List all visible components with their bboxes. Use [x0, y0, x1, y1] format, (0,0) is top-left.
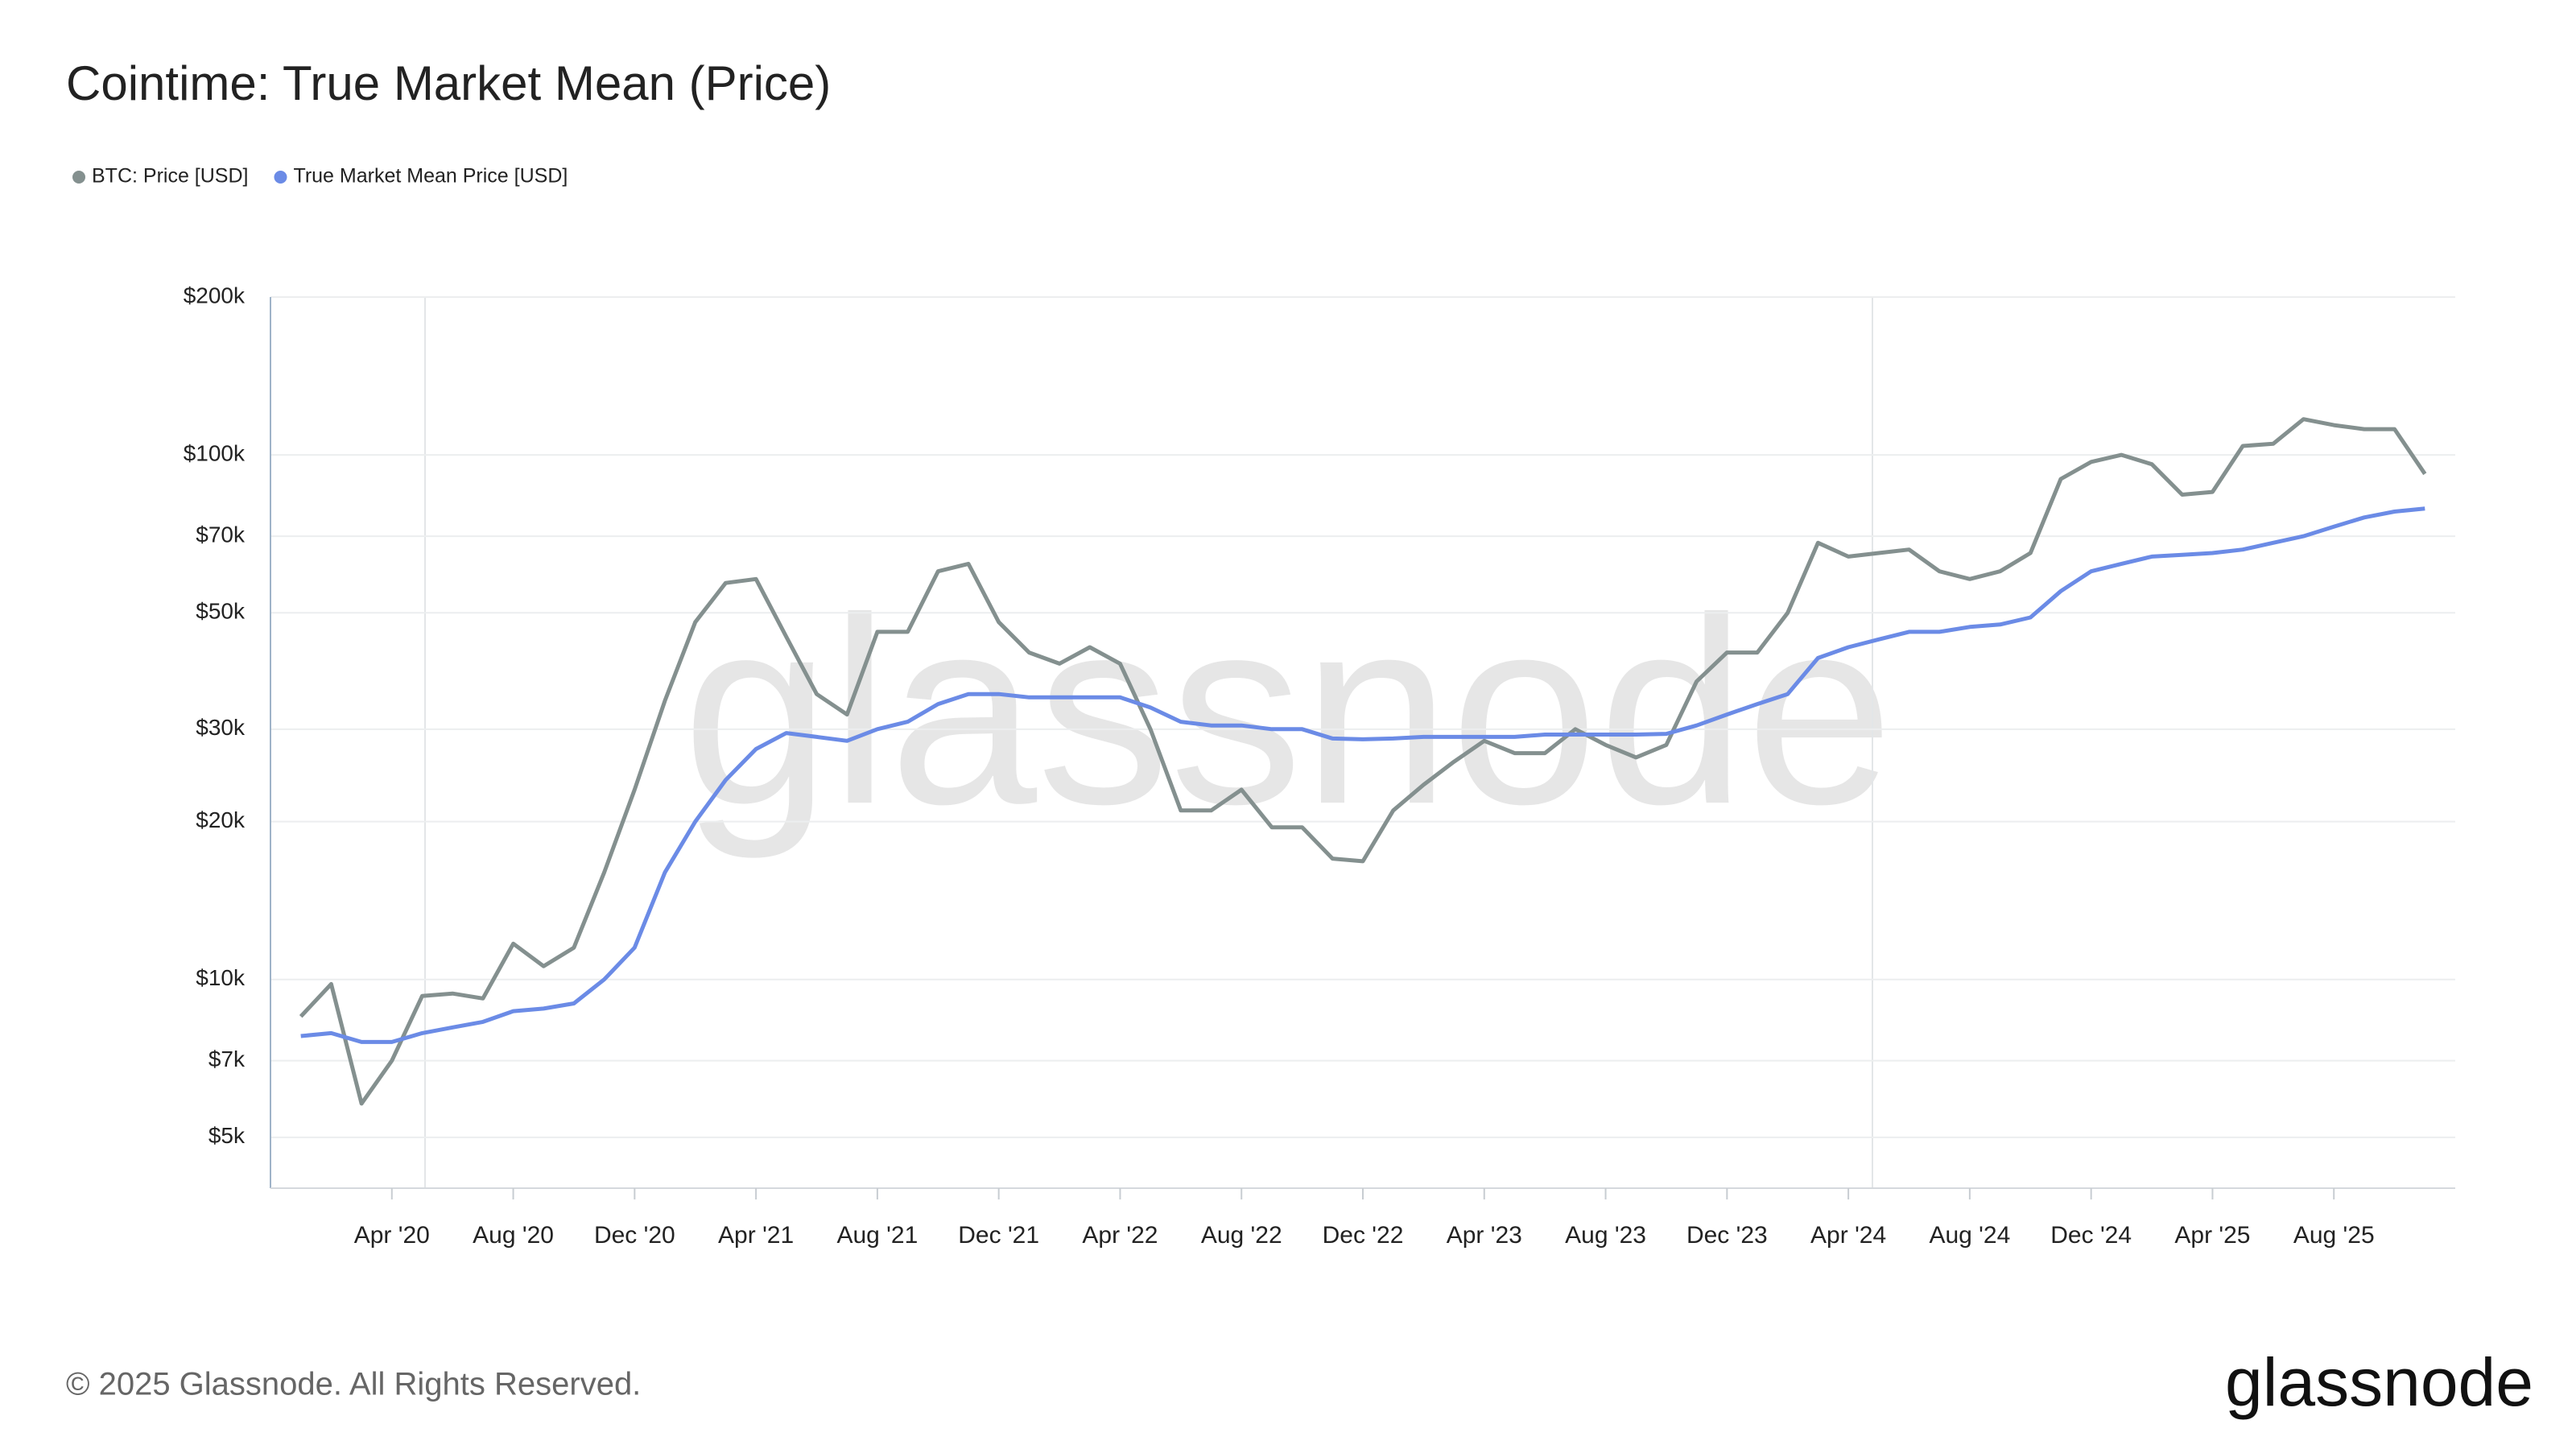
chart-title: Cointime: True Market Mean (Price): [66, 56, 831, 110]
x-tick-label: Dec '21: [958, 1222, 1039, 1249]
x-tick-label: Apr '25: [2174, 1222, 2250, 1249]
x-tick-label: Aug '25: [2293, 1222, 2375, 1249]
y-tick-label: $50k: [196, 599, 246, 624]
legend-marker: [274, 171, 287, 184]
watermark: glassnode: [683, 562, 1894, 861]
legend-label: BTC: Price [USD]: [92, 165, 248, 188]
plot-area: $5k $7k $10k $20k $30k $50k $70k $100k $200k Apr …: [184, 283, 2455, 1249]
x-tick-label: Dec '23: [1686, 1222, 1768, 1249]
legend-marker: [72, 171, 85, 184]
x-tick-label: Dec '20: [594, 1222, 675, 1249]
x-tick-label: Dec '22: [1323, 1222, 1404, 1249]
y-tick-label: $70k: [196, 522, 246, 547]
y-tick-label: $200k: [184, 283, 246, 308]
legend-label: True Market Mean Price [USD]: [293, 165, 568, 188]
x-tick-label: Apr '22: [1082, 1222, 1158, 1249]
series-line: [299, 417, 2427, 1106]
x-tick-label: Apr '24: [1810, 1222, 1886, 1249]
x-tick-label: Apr '21: [718, 1222, 794, 1249]
brand-logo: glassnode: [2225, 1344, 2533, 1420]
y-tick-label: $5k: [208, 1123, 246, 1148]
copyright: © 2025 Glassnode. All Rights Reserved.: [66, 1367, 641, 1402]
y-tick-label: $20k: [196, 807, 246, 832]
x-tick-label: Aug '22: [1201, 1222, 1282, 1249]
x-tick-label: Apr '20: [354, 1222, 430, 1249]
x-tick-label: Aug '21: [836, 1222, 918, 1249]
x-tick-label: Aug '20: [473, 1222, 554, 1249]
x-tick-label: Dec '24: [2050, 1222, 2132, 1249]
x-tick-label: Apr '23: [1447, 1222, 1522, 1249]
y-tick-label: $7k: [208, 1046, 246, 1071]
x-tick-label: Aug '24: [1929, 1222, 2010, 1249]
y-tick-label: $30k: [196, 715, 246, 740]
y-tick-label: $10k: [196, 965, 246, 990]
x-tick-label: Aug '23: [1565, 1222, 1646, 1249]
series-line: [300, 506, 2425, 1044]
y-tick-label: $100k: [184, 441, 246, 466]
